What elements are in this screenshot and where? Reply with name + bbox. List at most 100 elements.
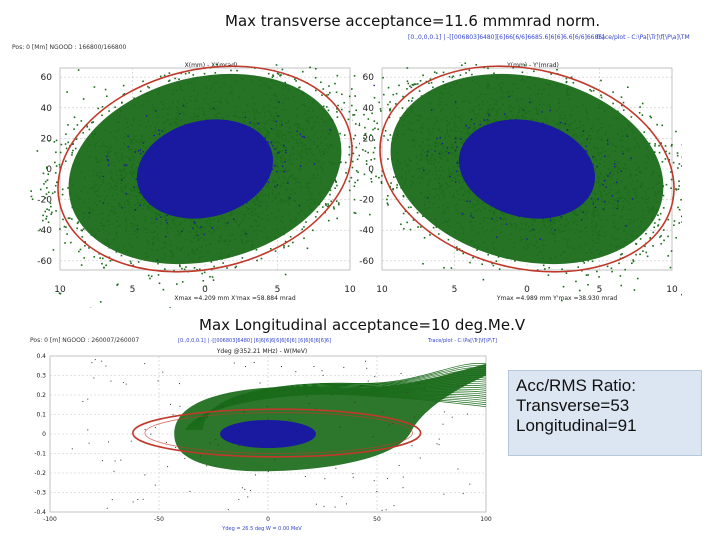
plot-x-core-point — [154, 182, 156, 184]
plot-x-halo-point — [59, 166, 61, 168]
plot-y-halo-point — [665, 183, 668, 186]
plot-x-halo-point — [149, 277, 151, 280]
plot-x-core-point — [228, 156, 230, 159]
plot-y-halo-point — [442, 80, 445, 83]
plot-x-halo-point — [226, 267, 228, 269]
plot-x-halo-point — [348, 189, 351, 192]
plot-y-halo-point — [396, 186, 398, 189]
plot-x-halo-point — [289, 235, 292, 238]
plot-x-y-tick: 60 — [41, 73, 53, 83]
plot-x-halo-point — [67, 217, 70, 219]
plot-x-halo-point — [42, 219, 44, 222]
plot-x-core-point — [176, 173, 178, 175]
plot-x-core-point — [187, 164, 190, 166]
plot-x-core-point — [199, 181, 201, 183]
plot-x-core-point — [162, 184, 164, 186]
plot-x-core-point — [220, 164, 223, 166]
plot-y-halo-point — [523, 64, 526, 66]
plot-x-halo-point — [77, 69, 80, 71]
plot-x-core-point — [220, 153, 222, 155]
plot-x-halo-point — [210, 261, 213, 263]
plot-y-halo-point — [624, 268, 626, 271]
plot-x-halo-point — [30, 195, 33, 198]
plot-y-x-tick: 10 — [376, 285, 388, 295]
plot-x-core-point — [272, 145, 274, 147]
plot-y-halo-point — [561, 268, 563, 271]
plot-x-core-point — [156, 160, 159, 162]
plot-x-core-point — [158, 165, 161, 167]
plot-x-halo-point — [222, 262, 224, 264]
plot-y-halo-point — [660, 235, 662, 237]
plot-x-core-point — [257, 177, 259, 179]
plot-x-halo-point — [45, 217, 47, 220]
plot-x-core-point — [226, 179, 228, 181]
plot-x-halo-point — [121, 101, 123, 104]
plot-x-core-body — [136, 119, 274, 219]
plot-x-core-point — [200, 175, 202, 177]
plot-x-core-point — [249, 165, 251, 168]
plot-x-core-point — [219, 143, 222, 145]
plot-x-core-point — [296, 130, 298, 133]
plot-y-halo-point — [667, 255, 669, 257]
plot-x-halo-point — [192, 74, 195, 76]
plot-x-halo-point — [356, 179, 359, 182]
plot-x-core-point — [212, 132, 215, 134]
plot-x-core-point — [197, 154, 200, 156]
plot-x-halo-point — [336, 116, 339, 118]
plot-y-halo-point — [371, 112, 373, 115]
plot-x-core-point — [235, 125, 237, 128]
plot-x-core-point — [233, 173, 235, 175]
plot-x-core-point — [222, 174, 224, 176]
plot-x-halo-point — [59, 228, 61, 230]
plot-x-core-point — [197, 152, 199, 154]
plot-x-halo-point — [287, 245, 290, 247]
plot-x-halo-point — [62, 218, 64, 221]
plot-x-halo-point — [43, 183, 45, 185]
plot-x-core-point — [242, 157, 244, 160]
plot-x-core-point — [162, 185, 165, 188]
plot-x-halo-point — [351, 166, 354, 169]
plot-y-halo-point — [450, 267, 453, 269]
plot-x-core-point — [227, 168, 229, 170]
plot-x-halo-point — [338, 203, 340, 206]
plot-x-core-point — [212, 195, 215, 197]
plot-x-core-point — [166, 206, 169, 208]
plot-x-core-point — [214, 193, 216, 195]
plot-x-core-point — [276, 184, 279, 186]
plot-x-halo-point — [178, 264, 181, 266]
plot-y-halo-point — [395, 92, 398, 95]
plot-y-y-tick: -60 — [359, 257, 374, 267]
plot-x-core-point — [245, 162, 247, 165]
plot-y-halo-point — [675, 189, 678, 191]
plot-x-core-point — [229, 162, 231, 164]
plot-x-core-point — [233, 125, 236, 128]
plot-x-core-point — [204, 209, 206, 212]
plot-x-core-point — [156, 182, 159, 184]
plot-x-core-point — [219, 156, 222, 158]
plot-x-core-point — [189, 185, 192, 188]
plot-y-halo-point — [680, 198, 682, 201]
plot-x-core-point — [222, 170, 225, 173]
plot-x-core-point — [190, 206, 192, 208]
plot-y-halo-point — [495, 260, 498, 262]
plot-x-halo-point — [205, 285, 207, 288]
plot-x-halo-point — [164, 268, 166, 270]
plot-x-halo-point — [82, 228, 85, 230]
plot-x-core-point — [163, 162, 165, 165]
plot-x-core-point — [206, 121, 208, 123]
plot-y-halo-point — [407, 99, 410, 102]
plot-x-halo-point — [109, 260, 112, 262]
plot-x-core-point — [191, 143, 193, 146]
plot-x-core-point — [202, 193, 205, 195]
plot-x-y-tick: 40 — [41, 104, 53, 114]
plot-x-core-point — [236, 124, 239, 126]
plot-x-core-point — [236, 142, 239, 145]
plot-y-halo-point — [660, 242, 662, 245]
plot-x-core-point — [193, 179, 195, 181]
plot-y-halo-point — [497, 256, 500, 258]
plot-x-core-point — [167, 199, 170, 201]
plot-x-core-point — [137, 181, 139, 183]
plot-x-x-tick: 5 — [130, 285, 136, 295]
plot-x-halo-point — [183, 268, 186, 271]
plot-x-halo-point — [130, 262, 132, 265]
